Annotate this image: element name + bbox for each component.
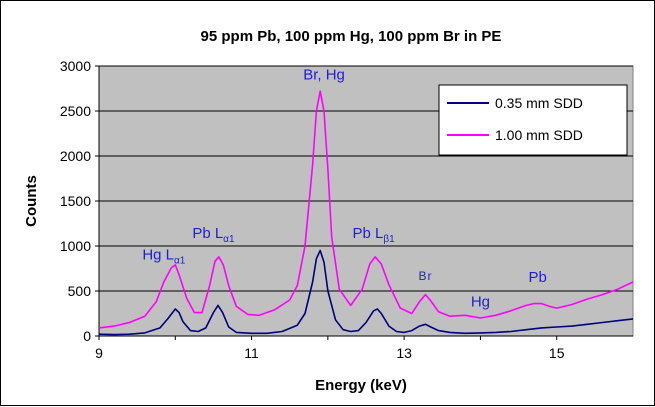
y-axis-title: Counts <box>23 175 40 227</box>
x-tick-label: 11 <box>244 345 259 361</box>
x-tick-label: 13 <box>396 345 412 361</box>
chart-title: 95 ppm Pb, 100 ppm Hg, 100 ppm Br in PE <box>201 28 502 45</box>
peak-annotation: Br <box>419 269 433 283</box>
legend-label-1: 0.35 mm SDD <box>495 95 583 111</box>
y-tick-label: 0 <box>83 328 91 344</box>
legend-label-2: 1.00 mm SDD <box>495 127 583 143</box>
y-tick-label: 500 <box>68 283 92 299</box>
x-tick-label: 15 <box>549 345 565 361</box>
y-tick-label: 1500 <box>60 193 91 209</box>
peak-annotation: Br, Hg <box>303 67 345 84</box>
y-tick-label: 1000 <box>60 238 91 254</box>
x-tick-label: 9 <box>95 345 103 361</box>
peak-annotation: Hg <box>471 293 490 310</box>
y-tick-label: 2000 <box>60 148 91 164</box>
y-tick-label: 2500 <box>60 103 91 119</box>
x-axis-title: Energy (keV) <box>315 377 407 394</box>
peak-annotation: Pb <box>528 269 546 286</box>
y-tick-label: 3000 <box>60 58 91 74</box>
